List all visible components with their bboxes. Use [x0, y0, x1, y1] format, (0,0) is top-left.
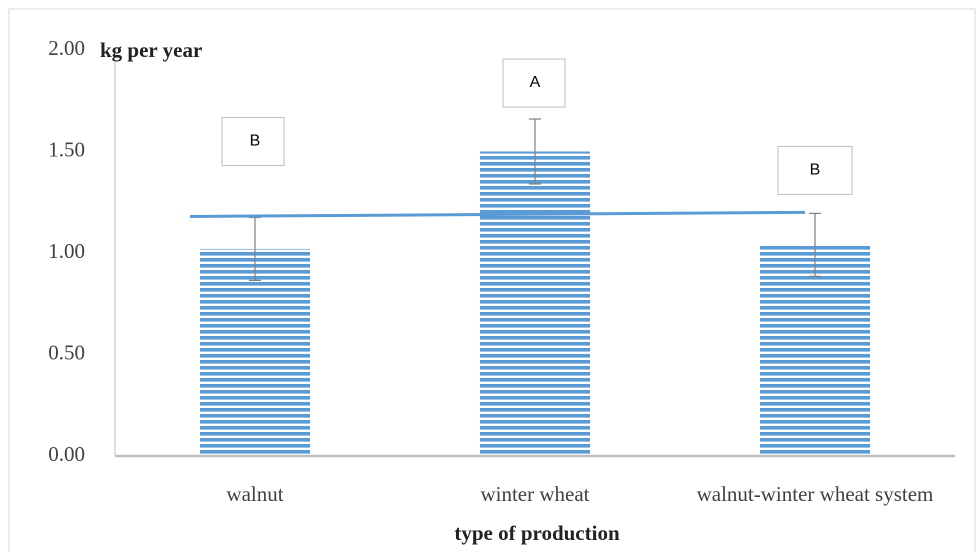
y-axis-title: kg per year [100, 38, 202, 62]
y-tick-label: 0.00 [48, 442, 85, 466]
annotation-box [502, 58, 566, 108]
x-axis-title: type of production [454, 521, 620, 545]
annotation: A [530, 74, 541, 91]
bar [480, 151, 590, 456]
y-tick-label: 1.00 [48, 239, 85, 263]
annotation-box [777, 145, 853, 195]
annotation: B [810, 162, 821, 179]
trend-line [189, 210, 806, 218]
x-tick-label: winter wheat [480, 482, 589, 506]
chart-border [8, 8, 976, 552]
bar [760, 244, 870, 456]
x-tick-label: walnut [226, 482, 283, 506]
y-tick-label: 2.00 [48, 36, 85, 60]
annotation-box [221, 116, 285, 166]
y-tick-label: 1.50 [48, 137, 85, 161]
y-tick-label: 0.50 [48, 340, 85, 364]
bar [200, 248, 310, 456]
x-tick-label: walnut-winter wheat system [697, 482, 934, 506]
annotation: B [250, 133, 261, 150]
